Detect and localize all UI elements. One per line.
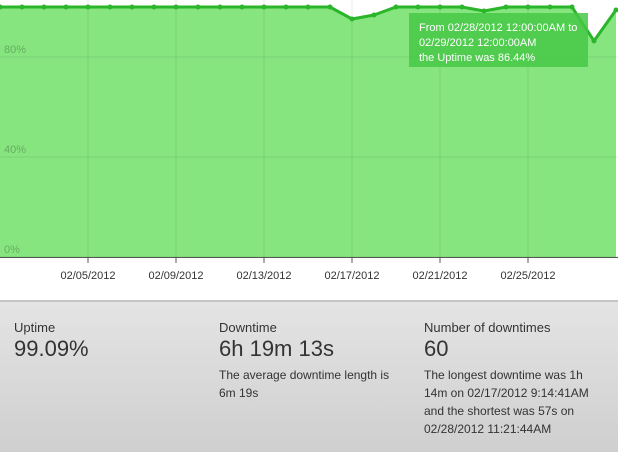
x-tick-label: 02/25/2012: [500, 270, 555, 282]
point: [569, 4, 575, 10]
point: [217, 4, 223, 10]
point: [591, 38, 597, 44]
point: [239, 4, 245, 10]
point: [393, 4, 399, 10]
stat-label: Downtime: [219, 320, 277, 335]
stat-value: 60: [424, 336, 449, 361]
x-tick-label: 02/17/2012: [324, 270, 379, 282]
y-tick-label: 80%: [4, 44, 26, 56]
stat-count: Number of downtimes 60 The longest downt…: [424, 320, 604, 438]
point: [525, 4, 531, 10]
chart: 0% 40% 80% 02/05/2012 02/09/2012 02/13/2012 02…: [0, 0, 618, 282]
point: [85, 4, 91, 10]
x-tick-label: 02/13/2012: [236, 270, 291, 282]
point: [151, 4, 157, 10]
stat-note: The average downtime length is 6m 19s: [219, 368, 390, 400]
point: [305, 4, 311, 10]
stat-label: Number of downtimes: [424, 320, 551, 335]
x-tick-label: 02/09/2012: [148, 270, 203, 282]
point: [129, 4, 135, 10]
point: [173, 4, 179, 10]
point: [503, 4, 509, 10]
stat-label: Uptime: [14, 320, 56, 335]
tooltip-text: the Uptime was 86.44%: [419, 52, 535, 64]
stat-value: 99.09%: [14, 336, 89, 361]
point: [261, 4, 267, 10]
point: [613, 7, 618, 13]
stat-note: The longest downtime was 1h 14m on 02/17…: [424, 368, 589, 436]
point: [195, 4, 201, 10]
point: [41, 4, 47, 10]
y-tick-label: 0%: [4, 244, 20, 256]
y-tick-label: 40%: [4, 144, 26, 156]
stat-uptime: Uptime 99.09%: [14, 320, 89, 362]
point: [459, 4, 465, 10]
stat-value: 6h 19m 13s: [219, 336, 334, 361]
x-tick-label: 02/05/2012: [60, 270, 115, 282]
stats-panel: Uptime 99.09% Downtime 6h 19m 13s The av…: [0, 300, 618, 452]
area: [0, 7, 616, 257]
tooltip-text: From 02/28/2012 12:00:00AM to: [419, 22, 577, 34]
point: [547, 4, 553, 10]
stat-downtime: Downtime 6h 19m 13s The average downtime…: [219, 320, 395, 402]
point: [481, 8, 487, 14]
point: [107, 4, 113, 10]
point: [437, 4, 443, 10]
point: [349, 16, 355, 22]
tooltip-box: [409, 13, 588, 67]
point: [0, 4, 3, 10]
point: [19, 4, 25, 10]
point: [415, 4, 421, 10]
tooltip-text: 02/29/2012 12:00:00AM: [419, 37, 536, 49]
point: [371, 12, 377, 18]
point: [327, 4, 333, 10]
point: [63, 4, 69, 10]
x-tick-label: 02/21/2012: [412, 270, 467, 282]
point: [283, 4, 289, 10]
